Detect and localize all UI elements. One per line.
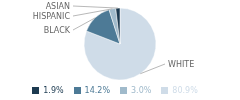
html-text:3.0%: 3.0% [131,86,152,95]
svg-text:WHITE: WHITE [168,60,194,69]
svg-text:HISPANIC: HISPANIC [33,12,71,21]
html-text:1.9%: 1.9% [43,86,64,95]
svg-text:BLACK: BLACK [44,26,71,35]
html-text:80.9%: 80.9% [172,86,198,95]
svg-text:ASIAN: ASIAN [46,2,70,11]
html-text:14.2%: 14.2% [84,86,110,95]
